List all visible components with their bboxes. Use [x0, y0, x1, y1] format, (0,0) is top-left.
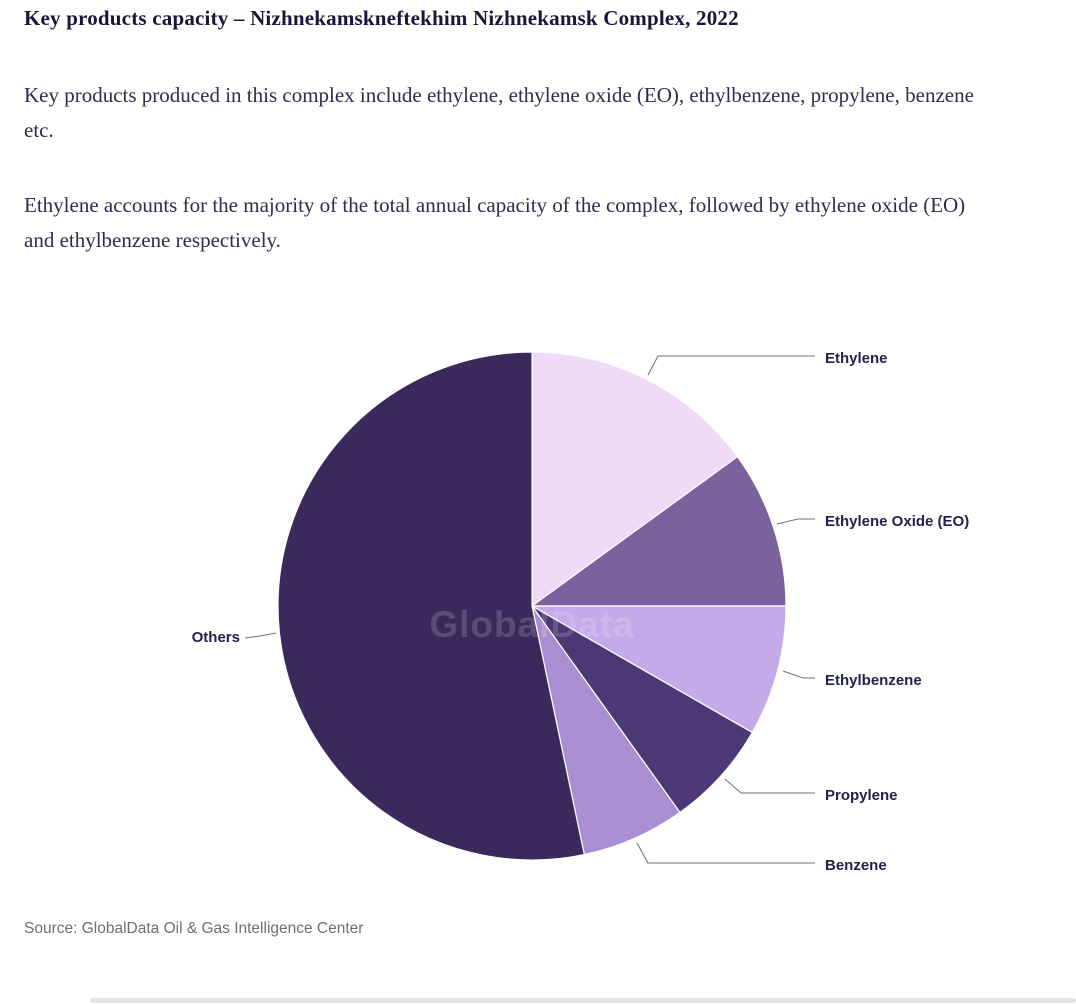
pie-slice-ethylene — [531, 351, 739, 607]
intro-paragraph: Key products produced in this complex in… — [24, 83, 974, 142]
callout-line-benzene — [636, 842, 815, 864]
callout-line-ethylbenzene — [782, 670, 815, 679]
slice-label-ethylene-oxide: Ethylene Oxide (EO) — [825, 513, 969, 530]
pie-slice-ethylbenzene — [531, 605, 787, 734]
pie-slice-others — [277, 351, 585, 861]
capacity-pie-chart: GlobalData Ethylene Ethylene Oxide (EO) … — [0, 330, 1076, 910]
callout-line-propylene — [724, 778, 815, 794]
slice-label-others: Others — [192, 629, 240, 646]
bottom-divider — [90, 998, 1076, 1003]
pie-slice-propylene — [531, 605, 753, 814]
callout-line-ethylene-oxide — [776, 518, 815, 525]
slice-label-ethylbenzene: Ethylbenzene — [825, 672, 922, 689]
summary-paragraph: Ethylene accounts for the majority of th… — [24, 193, 966, 252]
pie-slice-ethylene-oxide-eo — [531, 456, 787, 607]
slice-label-ethylene: Ethylene — [825, 350, 888, 367]
globaldata-watermark: GlobalData — [429, 604, 634, 645]
callout-line-others — [244, 632, 277, 639]
pie-slices-group — [277, 351, 787, 861]
slice-label-benzene: Benzene — [825, 857, 887, 874]
pie-chart-svg: GlobalData Ethylene Ethylene Oxide (EO) … — [192, 350, 970, 874]
slice-label-propylene: Propylene — [825, 787, 898, 804]
source-note: Source: GlobalData Oil & Gas Intelligenc… — [24, 920, 364, 937]
page-title: Key products capacity – Nizhnekamsknefte… — [24, 6, 739, 30]
callout-line-ethylene — [647, 355, 815, 376]
